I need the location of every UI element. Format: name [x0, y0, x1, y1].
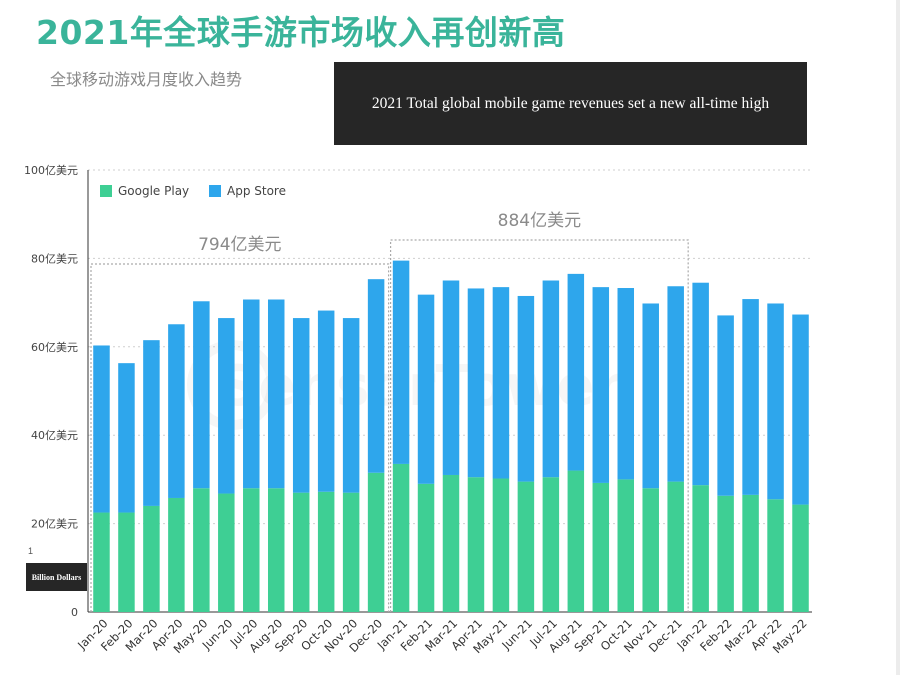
bar-app-store	[193, 301, 210, 489]
bar-app-store	[492, 287, 510, 479]
bar-app-store	[417, 294, 435, 484]
bar-google-play	[717, 495, 734, 612]
bar-google-play	[442, 474, 460, 612]
annotation-label: 884亿美元	[498, 211, 581, 231]
unit-label-box: Billion Dollars	[26, 563, 87, 591]
bar-app-store	[667, 286, 684, 482]
page-title: 2021年全球手游市场收入再创新高	[36, 13, 566, 52]
bar-google-play	[517, 481, 535, 612]
bar-app-store	[742, 299, 759, 495]
bar-app-store	[567, 273, 585, 471]
page-subtitle: 全球移动游戏月度收入趋势	[50, 70, 243, 89]
bar-app-store	[367, 279, 385, 473]
y-tick-label: 80亿美元	[31, 252, 78, 265]
bar-app-store	[617, 288, 635, 480]
bar-app-store	[442, 280, 460, 475]
stray-tick-label: 1	[28, 546, 34, 556]
bar-app-store	[118, 363, 135, 513]
bar-app-store	[392, 260, 410, 464]
bar-google-play	[243, 488, 260, 612]
bar-google-play	[592, 482, 610, 612]
y-tick-label: 40亿美元	[31, 429, 78, 442]
bar-app-store	[93, 345, 110, 513]
y-tick-label: 0	[71, 606, 78, 619]
unit-label-text: Billion Dollars	[31, 572, 82, 582]
bar-app-store	[342, 318, 360, 493]
bar-google-play	[317, 491, 335, 612]
bar-app-store	[243, 299, 260, 489]
bar-google-play	[93, 512, 110, 612]
bar-google-play	[292, 492, 310, 612]
bar-google-play	[367, 472, 385, 612]
bar-app-store	[292, 318, 310, 493]
bar-app-store	[717, 315, 734, 496]
bar-google-play	[692, 485, 709, 612]
annotation-bracket	[389, 239, 689, 612]
bar-google-play	[492, 478, 510, 612]
bar-app-store	[168, 324, 185, 498]
legend-swatch	[100, 185, 112, 197]
bar-google-play	[267, 488, 285, 612]
bar-google-play	[767, 499, 784, 612]
legend-label: Google Play	[118, 184, 189, 198]
bar-app-store	[517, 295, 535, 482]
bar-google-play	[742, 494, 759, 612]
bar-app-store	[792, 314, 809, 505]
bar-google-play	[392, 463, 410, 612]
bar-google-play	[567, 470, 585, 612]
bar-google-play	[667, 481, 684, 612]
annotation-bracket	[90, 263, 390, 612]
english-title-banner: 2021 Total global mobile game revenues s…	[334, 62, 807, 145]
bar-app-store	[218, 318, 235, 494]
legend-label: App Store	[227, 184, 286, 198]
y-tick-label: 20亿美元	[31, 518, 78, 531]
bar-google-play	[118, 512, 135, 612]
bar-google-play	[467, 477, 485, 612]
y-tick-label: 100亿美元	[24, 164, 78, 177]
bar-google-play	[642, 488, 659, 612]
bar-app-store	[692, 282, 709, 486]
bar-app-store	[267, 299, 285, 489]
y-tick-label: 60亿美元	[31, 341, 78, 354]
bar-app-store	[767, 303, 784, 500]
bar-app-store	[317, 310, 335, 492]
bar-google-play	[143, 505, 160, 612]
legend-swatch	[209, 185, 221, 197]
bar-app-store	[143, 340, 160, 506]
bar-app-store	[592, 287, 610, 483]
english-title-text: 2021 Total global mobile game revenues s…	[371, 94, 770, 112]
page-edge	[896, 0, 900, 675]
bar-google-play	[792, 504, 809, 612]
bar-app-store	[642, 303, 659, 489]
bar-google-play	[617, 479, 635, 612]
bar-google-play	[342, 492, 360, 612]
bar-google-play	[193, 488, 210, 612]
bar-google-play	[417, 483, 435, 612]
bar-google-play	[542, 477, 560, 612]
bar-app-store	[467, 288, 485, 478]
bar-app-store	[542, 280, 560, 478]
bar-google-play	[168, 497, 185, 612]
bar-google-play	[218, 493, 235, 612]
annotation-label: 794亿美元	[198, 235, 281, 255]
